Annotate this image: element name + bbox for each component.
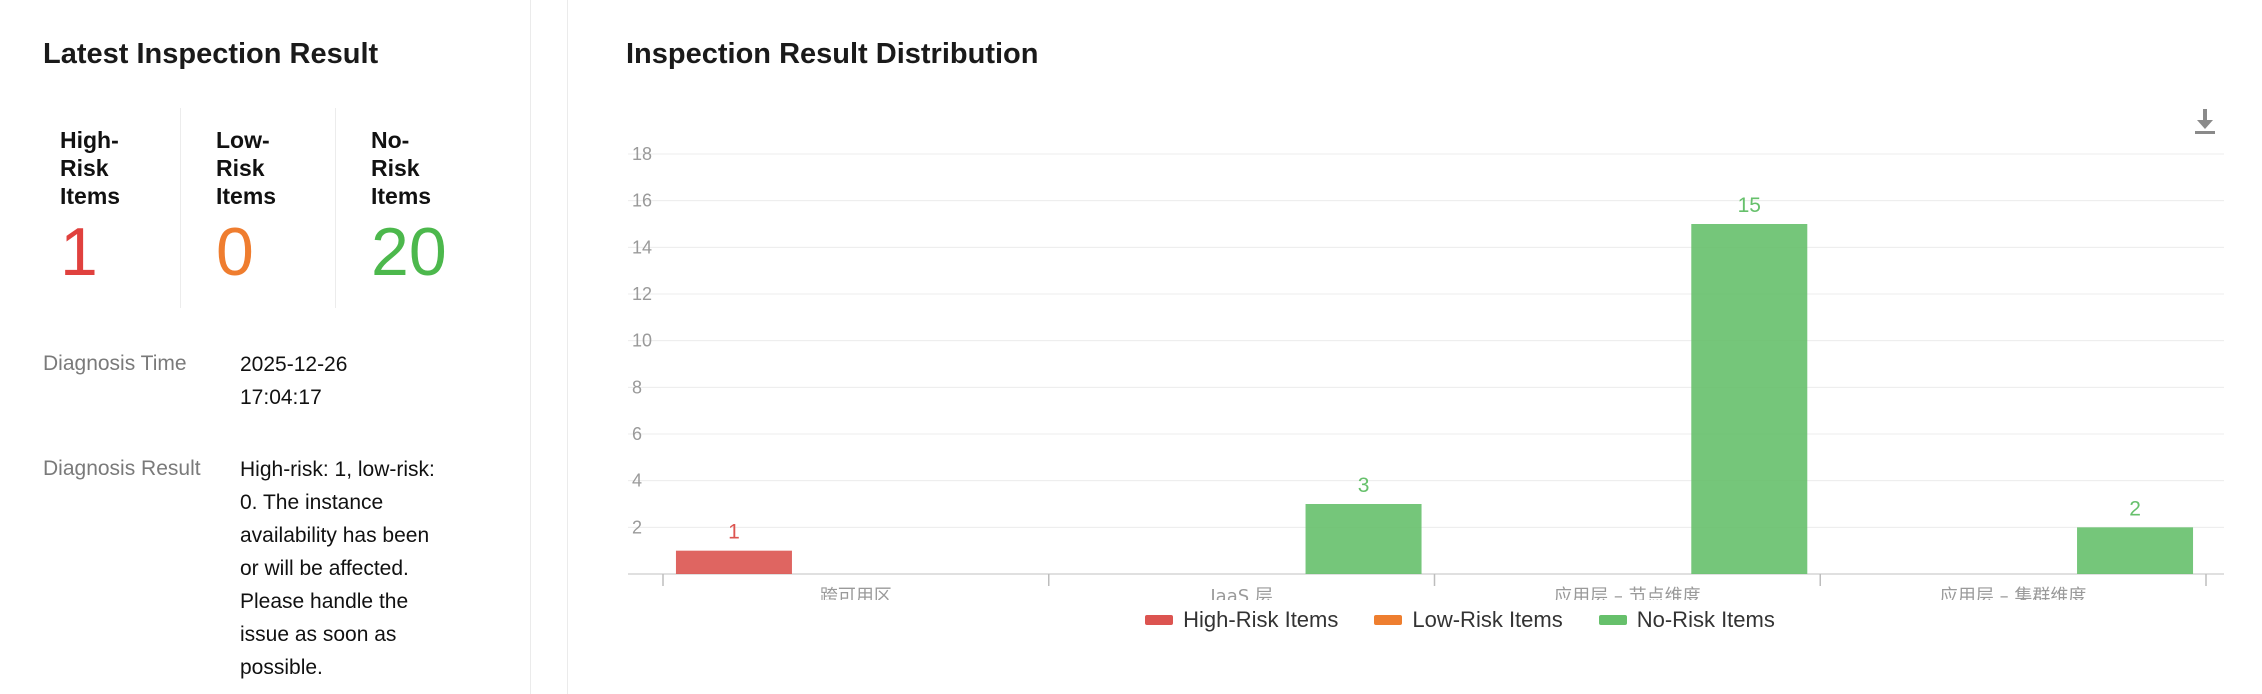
y-tick-label: 10	[632, 331, 652, 351]
y-tick-label: 16	[632, 191, 652, 211]
diagnosis-time-label: Diagnosis Time	[43, 352, 187, 375]
legend-label: No-Risk Items	[1636, 607, 1775, 632]
bar-chart: 24681012141618跨可用区 IaaS 层应用层 – 节点维度 应用层 – …	[628, 144, 2224, 600]
y-tick-label: 4	[632, 471, 642, 491]
legend-label: Low-Risk Items	[1412, 607, 1563, 632]
legend-item[interactable]: High-Risk Items	[1145, 607, 1338, 633]
legend-swatch	[1374, 615, 1403, 625]
latest-inspection-panel: Latest Inspection Result High- Risk Item…	[0, 0, 530, 694]
legend-item[interactable]: Low-Risk Items	[1374, 607, 1563, 633]
high-risk-count: 1	[60, 214, 98, 290]
low-risk-label: Low- Risk Items	[216, 127, 277, 209]
bar	[2077, 527, 2194, 574]
x-category-label: 跨可用区	[820, 586, 892, 600]
no-risk-label: No- Risk Items	[371, 127, 432, 209]
y-tick-label: 12	[632, 284, 652, 304]
low-risk-stat: Low- Risk Items 0	[216, 126, 366, 292]
panel-divider	[530, 0, 531, 694]
diagnosis-result-value: High-risk: 1, low-risk: 0. The instance …	[240, 458, 435, 679]
x-category-label: 应用层 – 集群维度	[1940, 586, 2086, 600]
diagnosis-time-value: 2025-12-26 17:04:17	[240, 353, 348, 409]
legend-item[interactable]: No-Risk Items	[1598, 607, 1775, 633]
bar	[1691, 224, 1808, 574]
bar-value-label: 1	[728, 521, 740, 544]
high-risk-label: High- Risk Items	[60, 127, 121, 209]
high-risk-stat: High- Risk Items 1	[60, 126, 210, 292]
no-risk-stat: No- Risk Items 20	[371, 126, 521, 292]
legend-label: High-Risk Items	[1183, 607, 1339, 632]
y-tick-label: 14	[632, 237, 652, 257]
legend-items: High-Risk Items Low-Risk Items No-Risk Ite…	[1145, 607, 1775, 633]
bar-value-label: 15	[1738, 194, 1761, 217]
bar-value-label: 2	[2129, 497, 2141, 520]
y-tick-label: 18	[632, 144, 652, 164]
panel-divider	[567, 0, 568, 694]
distribution-panel: Inspection Result Distribution 2 4 6 8 10 12 1…	[568, 0, 2262, 694]
legend-swatch	[1145, 615, 1174, 625]
low-risk-count: 0	[216, 214, 254, 290]
download-icon[interactable]	[2190, 106, 2220, 136]
y-tick-label: 8	[632, 377, 642, 397]
x-category-label: IaaS 层	[1210, 586, 1273, 600]
panel-title: Latest Inspection Result	[43, 38, 379, 70]
x-category-label: 应用层 – 节点维度	[1554, 586, 1700, 600]
diagnosis-result-label: Diagnosis Result	[43, 457, 201, 480]
y-tick-label: 6	[632, 424, 642, 444]
chart-title: Inspection Result Distribution	[626, 38, 1039, 70]
bar	[675, 550, 792, 574]
bar-value-label: 3	[1358, 474, 1370, 497]
no-risk-count: 20	[371, 214, 447, 290]
bar	[1305, 504, 1422, 574]
chart-legend: High-Risk Items Low-Risk Items No-Risk Ite…	[568, 607, 2262, 633]
stat-divider	[180, 108, 181, 308]
stat-divider	[335, 108, 336, 308]
y-tick-label: 2	[632, 517, 642, 537]
legend-swatch	[1598, 615, 1627, 625]
